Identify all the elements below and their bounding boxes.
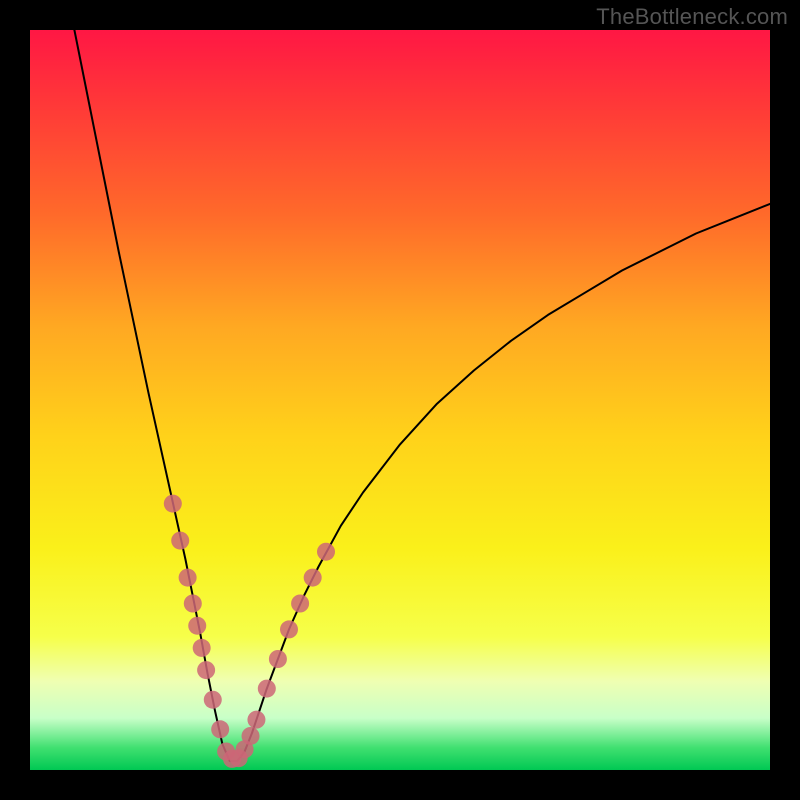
data-marker [211,720,229,738]
data-marker [280,620,298,638]
data-marker [258,680,276,698]
data-marker [171,532,189,550]
data-marker [291,595,309,613]
data-marker [304,569,322,587]
watermark-text: TheBottleneck.com [596,4,788,30]
data-marker [188,617,206,635]
bottleneck-curve-chart [30,30,770,770]
data-marker [193,639,211,657]
data-marker [184,595,202,613]
data-marker [164,495,182,513]
data-marker [242,727,260,745]
data-marker [317,543,335,561]
chart-plot-area [30,30,770,770]
data-marker [247,711,265,729]
data-marker [197,661,215,679]
data-marker [269,650,287,668]
data-marker [179,569,197,587]
data-marker [204,691,222,709]
gradient-background [30,30,770,770]
